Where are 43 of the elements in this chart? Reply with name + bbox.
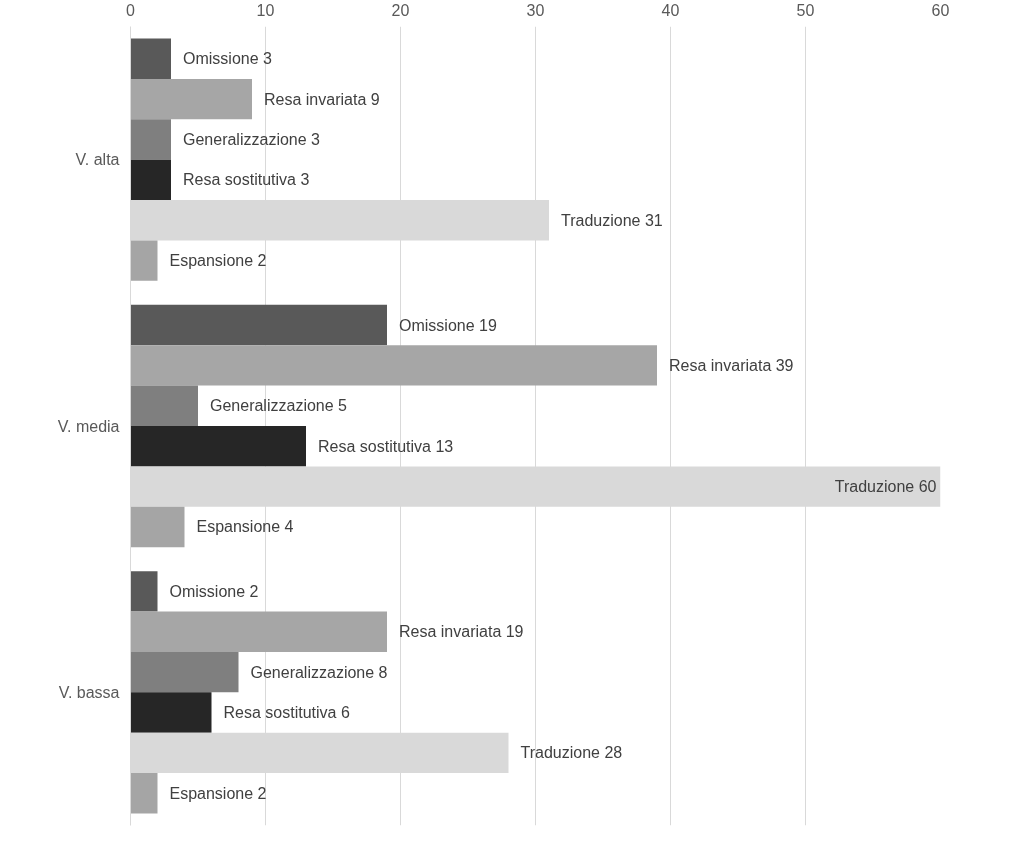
bar <box>130 119 171 160</box>
x-tick-label: 30 <box>526 1 545 19</box>
data-label: Espansione 2 <box>169 784 267 802</box>
data-label: Omissione 19 <box>399 316 497 334</box>
bar <box>130 651 239 693</box>
data-label: Omissione 2 <box>169 582 259 600</box>
data-label: Resa sostitutiva 3 <box>183 171 310 189</box>
data-label: Espansione 2 <box>169 252 267 270</box>
bar <box>130 571 158 612</box>
x-tick-label: 50 <box>796 1 815 19</box>
bar <box>130 692 212 733</box>
bar <box>130 159 171 201</box>
bar <box>130 385 198 426</box>
data-label: Resa invariata 39 <box>669 356 794 374</box>
x-tick-label: 20 <box>391 1 410 19</box>
x-tick-label: 60 <box>931 1 950 19</box>
bar <box>130 773 158 814</box>
bar <box>130 506 185 548</box>
data-label: Traduzione 28 <box>520 744 623 762</box>
data-label: Generalizzazione 5 <box>210 397 348 415</box>
x-tick-label: 10 <box>256 1 275 19</box>
bar <box>130 78 252 120</box>
data-label: Resa sostitutiva 13 <box>318 437 454 455</box>
bar <box>130 38 171 79</box>
y-tick-label: V. alta <box>75 151 120 169</box>
bar <box>130 304 387 346</box>
x-tick-label: 0 <box>126 1 136 19</box>
data-label: Generalizzazione 8 <box>250 663 388 681</box>
y-tick-label: V. media <box>57 417 120 435</box>
bar <box>130 611 387 652</box>
x-tick-label: 40 <box>661 1 680 19</box>
data-label: Resa invariata 19 <box>399 623 524 641</box>
data-label: Resa invariata 9 <box>264 90 380 108</box>
y-tick-label: V. bassa <box>58 683 120 701</box>
data-label: Generalizzazione 3 <box>183 130 321 148</box>
bar <box>130 426 306 467</box>
data-label: Traduzione 60 <box>834 478 937 496</box>
bar <box>130 240 158 281</box>
data-label: Resa sostitutiva 6 <box>223 704 350 722</box>
bar <box>130 345 657 386</box>
data-label: Traduzione 31 <box>561 211 663 229</box>
data-label: Espansione 4 <box>196 518 294 536</box>
data-label: Omissione 3 <box>183 50 273 68</box>
